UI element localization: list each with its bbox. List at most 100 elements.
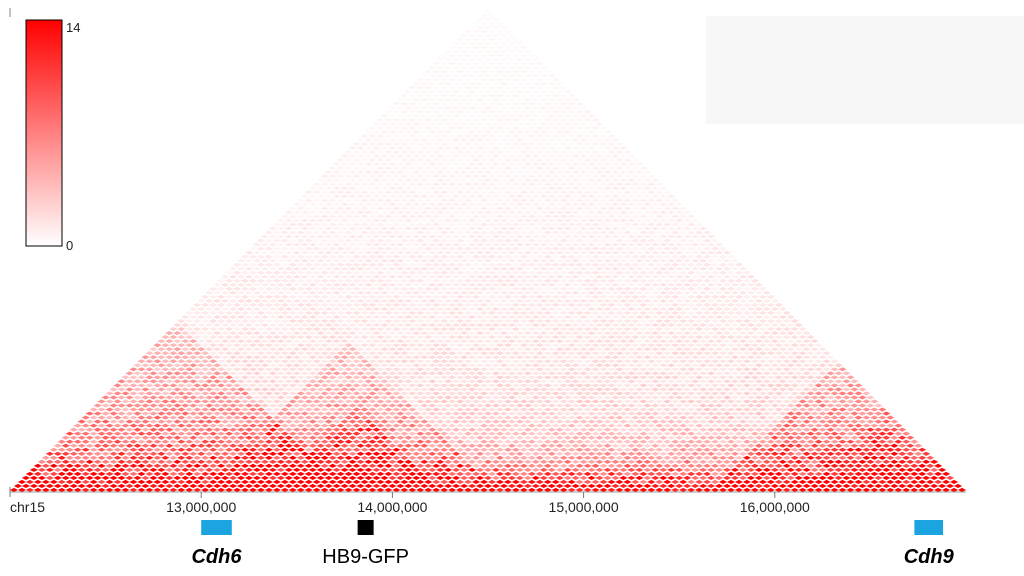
heatmap-cell [436,443,445,448]
heatmap-cell [348,178,357,183]
heatmap-cell [380,314,389,320]
heatmap-cell [424,407,433,412]
heatmap-cell [137,359,146,364]
heatmap-cell [527,383,536,388]
heatmap-cell [523,298,532,303]
heatmap-cell [396,290,405,295]
heatmap-cell [479,230,489,235]
heatmap-cell [384,367,393,372]
heatmap-cell [479,141,489,147]
heatmap-cell [376,359,385,364]
heatmap-cell [248,407,258,412]
heatmap-cell [197,331,206,336]
heatmap-cell [169,431,178,436]
heatmap-cell [356,339,365,344]
heatmap-cell [487,101,497,106]
heatmap-cell [436,226,445,231]
heatmap-cell [396,113,405,118]
heatmap-cell [519,351,528,356]
heatmap-cell [380,435,389,440]
heatmap-cell [464,383,473,388]
heatmap-cell [324,202,333,207]
heatmap-cell [471,335,481,340]
heatmap-cell [436,427,445,432]
heatmap-cell [475,387,485,392]
heatmap-cell [599,302,608,307]
heatmap-cell [464,206,473,211]
heatmap-cell [388,226,397,231]
heatmap-cell [595,266,604,271]
heatmap-cell [248,487,258,493]
heatmap-cell [503,310,512,316]
heatmap-cell [360,399,369,404]
heatmap-cell [236,290,246,295]
heatmap-cell [583,149,592,155]
heatmap-cell [503,158,512,163]
heatmap-cell [304,383,313,388]
heatmap-cell [456,230,465,235]
heatmap-cell [109,475,118,480]
heatmap-cell [105,399,114,404]
heatmap-cell [631,230,640,235]
heatmap-cell [663,238,672,243]
heatmap-cell [292,266,301,271]
heatmap-cell [531,113,540,118]
heatmap-cell [519,133,528,139]
heatmap-cell [432,206,441,211]
heatmap-cell [631,214,640,219]
heatmap-cell [471,367,481,372]
heatmap-cell [340,274,349,279]
heatmap-cell [444,419,453,424]
heatmap-cell [611,298,620,303]
heatmap-cell [400,278,409,283]
heatmap-cell [464,61,473,66]
heatmap-cell [344,318,353,324]
heatmap-cell [364,339,373,344]
heatmap-cell [316,427,325,432]
heatmap-cell [499,379,508,384]
heatmap-cell [456,85,465,90]
heatmap-cell [193,318,202,324]
heatmap-cell [483,17,493,22]
heatmap-cell [304,479,313,484]
heatmap-cell [495,407,505,412]
heatmap-cell [539,154,548,159]
heatmap-cell [547,194,556,199]
heatmap-cell [244,298,254,303]
heatmap-cell [412,459,421,464]
heatmap-cell [428,137,437,143]
heatmap-cell [304,310,313,316]
heatmap-cell [49,479,58,484]
heatmap-cell [671,230,680,235]
heatmap-cell [655,246,664,251]
heatmap-cell [201,335,210,340]
heatmap-cell [125,459,134,464]
heatmap-cell [352,158,361,163]
heatmap-cell [424,230,433,235]
heatmap-cell [571,129,580,134]
heatmap-cell [197,339,206,344]
heatmap-cell [296,423,305,428]
heatmap-cell [475,105,485,110]
heatmap-cell [448,246,457,251]
heatmap-cell [571,137,580,143]
heatmap-cell [157,435,166,440]
heatmap-cell [555,226,564,231]
heatmap-cell [527,149,536,155]
heatmap-cell [376,270,385,275]
heatmap-cell [320,479,329,484]
heatmap-cell [471,85,481,90]
heatmap-cell [384,318,393,324]
heatmap-cell [460,202,469,207]
heatmap-cell [308,194,317,199]
heatmap-cell [328,278,337,283]
heatmap-cell [456,447,465,452]
heatmap-cell [523,218,532,223]
heatmap-cell [432,415,441,420]
heatmap-cell [631,166,640,171]
heatmap-cell [487,359,497,364]
heatmap-cell [444,475,453,480]
heatmap-cell [444,137,453,143]
heatmap-cell [464,407,473,412]
heatmap-cell [388,363,397,368]
